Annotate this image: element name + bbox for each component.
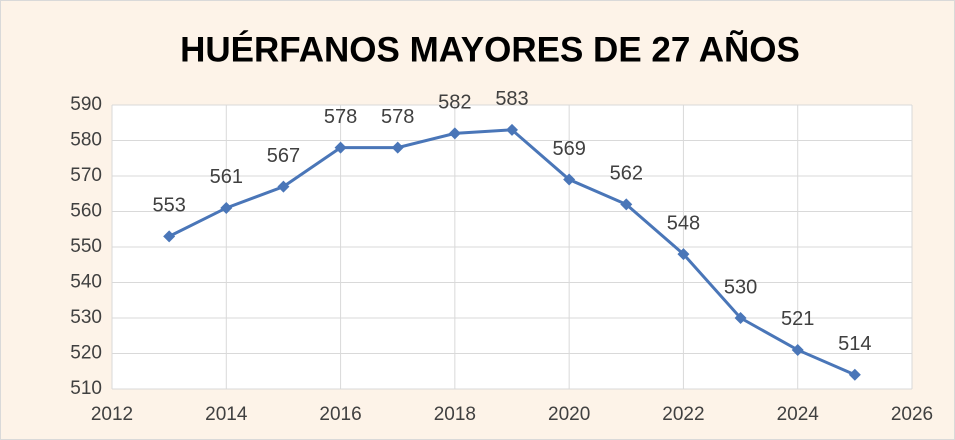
data-label: 548 <box>667 212 700 234</box>
x-tick-label: 2020 <box>548 404 590 425</box>
data-label: 578 <box>324 106 357 128</box>
chart-title: HUÉRFANOS MAYORES DE 27 AÑOS <box>180 29 800 69</box>
x-tick-label: 2014 <box>205 404 248 425</box>
data-label: 567 <box>267 145 300 167</box>
marker <box>563 173 576 186</box>
marker <box>734 312 747 324</box>
data-label: 553 <box>152 195 185 217</box>
y-tick-label: 570 <box>70 165 102 186</box>
y-tick-label: 530 <box>70 307 102 328</box>
marker <box>277 180 290 193</box>
x-tick-label: 2012 <box>91 404 133 425</box>
data-label: 514 <box>838 333 871 355</box>
marker <box>220 201 233 214</box>
data-label: 569 <box>552 138 585 160</box>
marker <box>848 368 861 381</box>
data-label: 521 <box>781 308 814 330</box>
marker <box>791 343 804 356</box>
x-tick-label: 2022 <box>662 404 704 425</box>
x-tick-label: 2024 <box>777 404 820 425</box>
marker <box>334 141 347 154</box>
x-tick-label: 2018 <box>434 404 476 425</box>
data-label: 583 <box>495 88 528 110</box>
y-tick-label: 510 <box>70 378 102 399</box>
marker <box>506 123 518 136</box>
y-tick-label: 580 <box>70 130 102 151</box>
x-tick-label: 2026 <box>891 404 933 425</box>
y-tick-label: 560 <box>70 201 102 222</box>
marker <box>448 127 461 140</box>
marker <box>163 230 176 243</box>
data-label: 562 <box>610 163 643 185</box>
y-tick-label: 540 <box>70 272 102 293</box>
data-label: 578 <box>381 106 414 128</box>
x-tick-label: 2016 <box>319 404 361 425</box>
data-label: 582 <box>438 92 471 114</box>
y-tick-label: 590 <box>70 94 102 115</box>
y-tick-label: 550 <box>70 236 102 257</box>
marker <box>677 248 690 261</box>
marker <box>620 198 633 211</box>
data-label: 530 <box>724 276 757 298</box>
y-tick-label: 520 <box>70 343 102 364</box>
data-label: 561 <box>210 166 243 188</box>
marker <box>391 141 404 154</box>
